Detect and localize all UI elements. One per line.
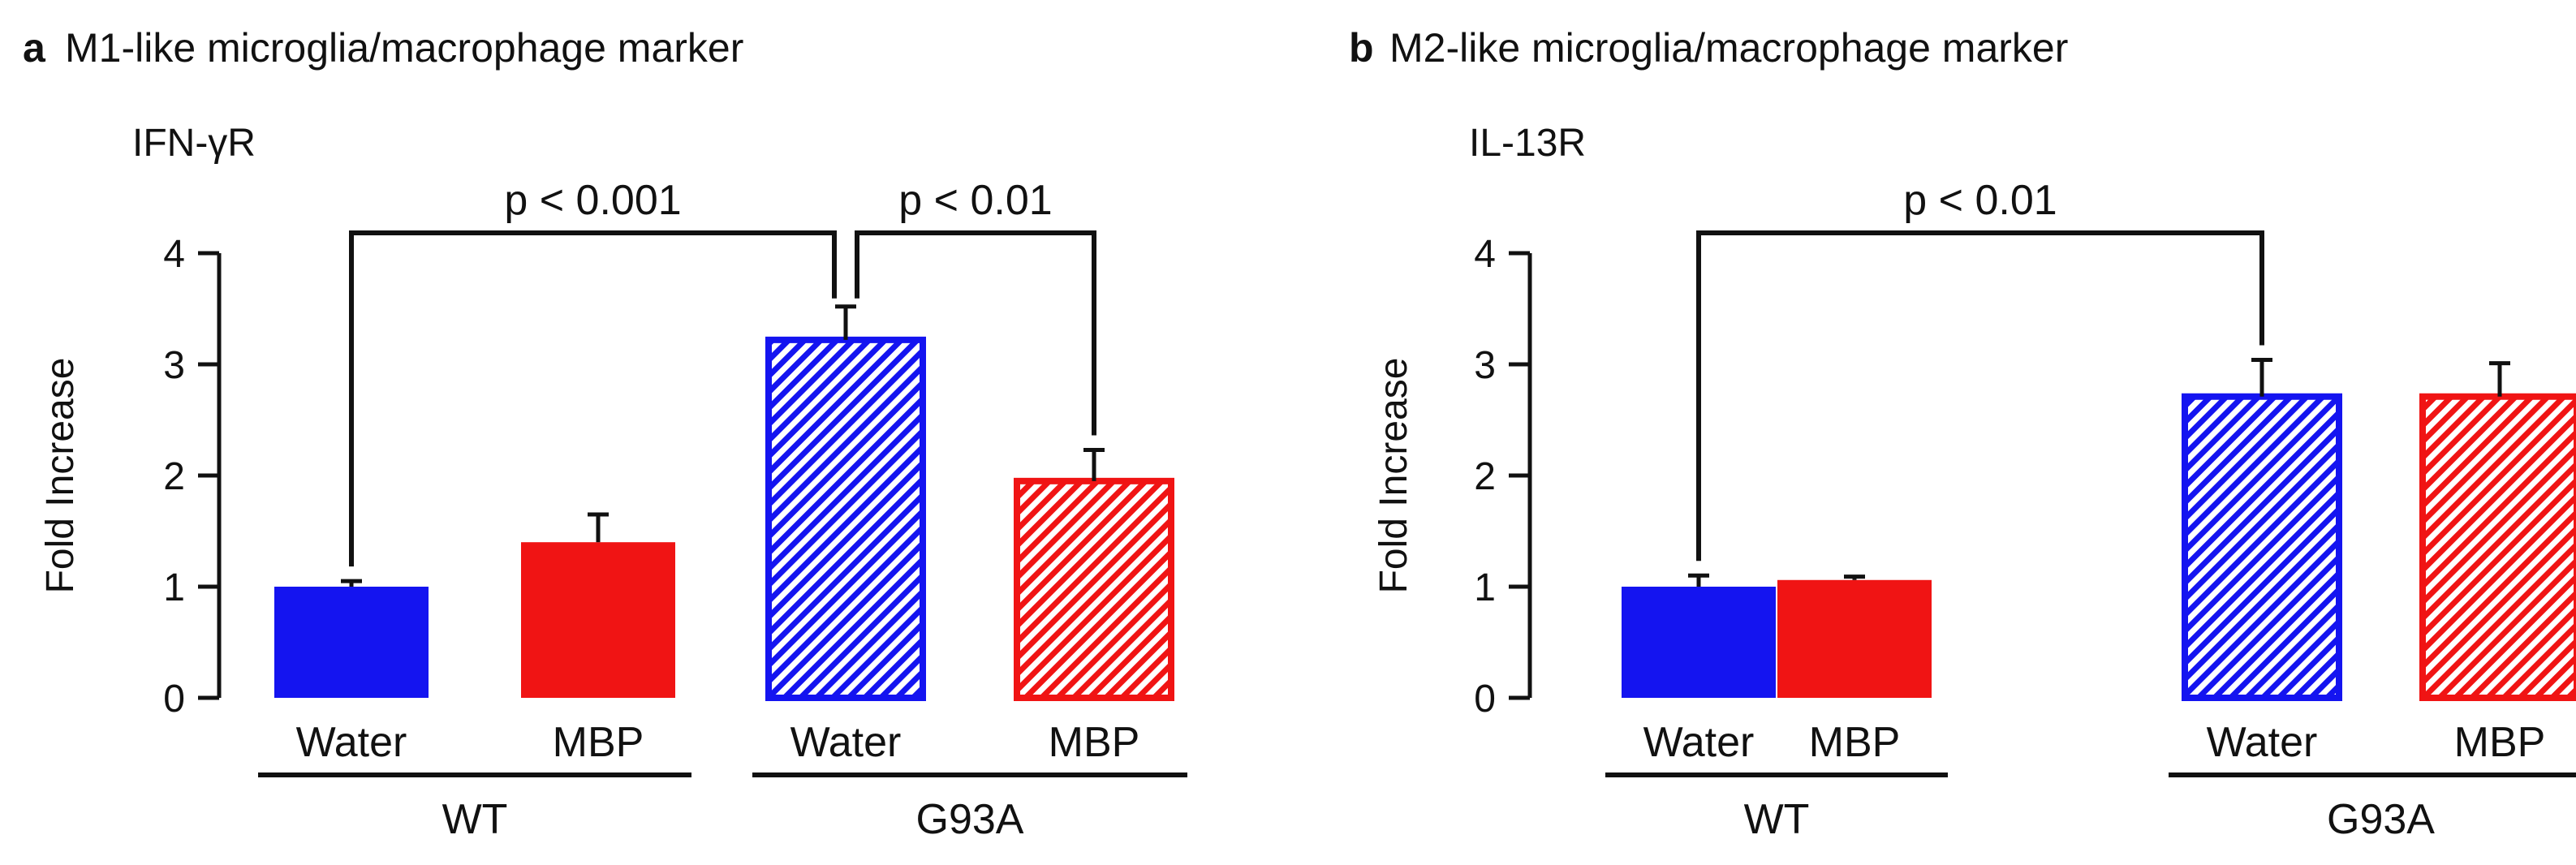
bar-mbp-3 xyxy=(2419,393,2576,701)
panel-a-letter: a xyxy=(23,25,46,71)
y-tick-label: 3 xyxy=(163,344,185,387)
x-tick-label: Water xyxy=(790,719,902,766)
y-tick-label: 0 xyxy=(163,678,185,721)
x-tick-label: Water xyxy=(1643,719,1755,766)
significance-bracket xyxy=(855,230,1096,436)
panel-a-heading: M1-like microglia/macrophage marker xyxy=(65,25,743,71)
panel-b-marker: IL-13R xyxy=(1469,122,1586,165)
y-tick-label: 4 xyxy=(1474,233,1496,276)
bar-mbp-3 xyxy=(1014,477,1174,701)
y-tick-label: 0 xyxy=(1474,678,1496,721)
chart-panel-b: 0 1 2 3 4 Fold Increase Water MBP Water MBP WT G93A… xyxy=(1372,177,2576,843)
x-tick-label: MBP xyxy=(1049,719,1140,766)
bar-mbp-1 xyxy=(1777,579,1932,698)
panel-a-header: a M1-like microglia/macrophage marker IF… xyxy=(23,25,743,165)
p-value-label: p < 0.01 xyxy=(1903,177,2057,224)
panel-b-letter: b xyxy=(1349,25,1374,71)
bar-water-0 xyxy=(274,587,429,698)
panel-a-marker: IFN-γR xyxy=(132,122,256,165)
p-value-label: p < 0.01 xyxy=(898,177,1052,224)
group-label: WT xyxy=(1744,796,1810,843)
y-tick-label: 2 xyxy=(1474,455,1496,498)
chart-panel-a: 0 1 2 3 4 Fold Increase Water MBP Water MBP WT G93A… xyxy=(39,177,1187,843)
panel-b-header: b M2-like microglia/macrophage marker IL… xyxy=(1349,25,2068,165)
y-tick-label: 1 xyxy=(163,566,185,609)
y-axis-label: Fold Increase xyxy=(39,358,82,594)
group-label: WT xyxy=(442,796,508,843)
x-tick-label: Water xyxy=(2207,719,2318,766)
bar-water-2 xyxy=(2182,393,2342,701)
group-label: G93A xyxy=(2327,796,2435,843)
y-tick-label: 4 xyxy=(163,233,185,276)
bar-water-2 xyxy=(765,336,926,701)
p-value-label: p < 0.001 xyxy=(504,177,681,224)
bar-water-0 xyxy=(1622,587,1776,698)
significance-bracket xyxy=(1696,230,2264,562)
y-axis-label: Fold Increase xyxy=(1372,358,1415,594)
x-tick-label: MBP xyxy=(1809,719,1901,766)
group-label: G93A xyxy=(916,796,1024,843)
significance-bracket xyxy=(349,230,837,567)
y-tick-label: 3 xyxy=(1474,344,1496,387)
y-tick-label: 2 xyxy=(163,455,185,498)
y-tick-label: 1 xyxy=(1474,566,1496,609)
bar-mbp-1 xyxy=(521,542,675,698)
x-tick-label: Water xyxy=(296,719,407,766)
panel-b-heading: M2-like microglia/macrophage marker xyxy=(1389,25,2068,71)
x-tick-label: MBP xyxy=(553,719,644,766)
x-tick-label: MBP xyxy=(2454,719,2546,766)
